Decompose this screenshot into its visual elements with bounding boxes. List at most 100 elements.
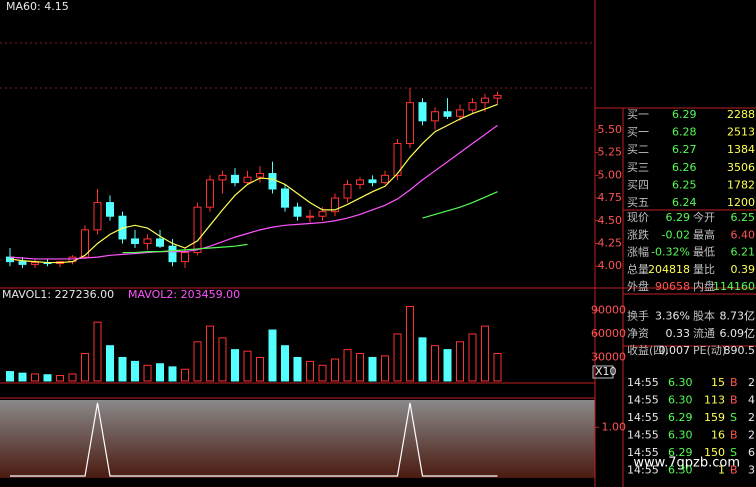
trade-volume: 16	[711, 429, 725, 442]
quote-value: 890.5	[724, 344, 756, 357]
volume-bar	[306, 360, 314, 382]
volume-bar	[81, 353, 89, 382]
order-level: 买一	[627, 126, 649, 139]
candle-body	[206, 179, 214, 208]
quote-label: 换手	[627, 309, 649, 323]
volume-bar	[406, 305, 414, 382]
volume-bar	[281, 345, 289, 382]
order-price: 6.29	[672, 108, 697, 121]
quote-value: 6.09亿	[720, 327, 756, 340]
volume-bar	[18, 372, 27, 382]
y-tick-label: 4.00	[598, 259, 623, 272]
candle-body	[343, 183, 352, 199]
trade-volume: 159	[704, 411, 725, 424]
trade-volume: 15	[711, 376, 725, 389]
volume-bar	[418, 337, 427, 382]
quote-label: 涨跌	[627, 227, 649, 241]
candle-body	[156, 238, 164, 247]
order-level: 买五	[627, 196, 649, 209]
quote-value: 114160	[713, 280, 755, 293]
order-level: 买三	[627, 161, 649, 174]
trade-time: 14:55	[627, 394, 659, 407]
order-level: 买一	[627, 108, 649, 121]
order-volume: 2513	[727, 126, 755, 139]
trade-time: 14:55	[627, 376, 659, 389]
volume-bar	[243, 350, 252, 382]
trade-price: 6.30	[668, 464, 693, 477]
trade-volume: 150	[704, 446, 725, 459]
y-tick-label: 4.50	[598, 214, 623, 227]
quote-label: 净资	[627, 326, 649, 340]
mavol2-label: MAVOL2: 203459.00	[128, 288, 240, 301]
volume-bar	[6, 371, 14, 382]
trade-count: 2	[748, 411, 755, 424]
y-tick-label: 4.75	[598, 191, 623, 204]
trade-time: 14:55	[627, 446, 659, 459]
volume-bar	[268, 329, 277, 382]
volume-bar	[293, 356, 302, 382]
volume-bar	[156, 363, 164, 382]
candle-body	[143, 238, 152, 244]
ma-label: MA60: 4.15	[6, 0, 69, 13]
volume-bar	[118, 356, 127, 382]
candle-body	[493, 94, 502, 99]
order-price: 6.25	[672, 178, 697, 191]
order-volume: 1782	[727, 178, 755, 191]
volume-bar	[431, 345, 439, 382]
quote-value: 6.21	[731, 246, 756, 259]
volume-bar	[68, 373, 77, 382]
indicator-background	[0, 400, 595, 478]
ma-line	[9, 103, 498, 264]
volume-bar	[393, 333, 402, 382]
candle-body	[406, 102, 414, 145]
trade-time: 14:55	[627, 429, 659, 442]
quote-label: 收益(四)	[627, 343, 669, 357]
candle-body	[93, 202, 102, 231]
quote-label: 量比	[693, 263, 715, 276]
trade-price: 6.30	[668, 376, 693, 389]
volume-bar	[331, 358, 339, 382]
volume-bar	[231, 349, 239, 382]
trade-side: B	[730, 464, 738, 477]
volume-bar	[318, 364, 327, 382]
mavol1-label: MAVOL1: 227236.00	[2, 288, 114, 301]
quote-label: 外盘	[627, 279, 649, 293]
volume-bar	[206, 325, 214, 382]
trade-price: 6.29	[668, 446, 693, 459]
quote-value: 3.36%	[655, 310, 690, 323]
quote-value: -0.02	[662, 228, 690, 241]
order-volume: 1384	[727, 143, 755, 156]
candle-body	[131, 238, 139, 244]
candle-body	[456, 109, 464, 117]
volume-bar	[143, 364, 152, 382]
candle-body	[431, 111, 439, 122]
volume-bar	[43, 374, 52, 382]
trade-count: 4	[748, 394, 755, 407]
volume-bar	[218, 337, 227, 382]
order-volume: 2288	[727, 108, 755, 121]
volume-bar	[381, 355, 389, 382]
volume-bar	[443, 349, 452, 382]
quote-label: PE(动)	[693, 344, 726, 357]
y-tick-label: 5.50	[598, 123, 623, 136]
candle-body	[293, 206, 302, 217]
quote-label: 流通	[693, 326, 715, 340]
quote-value: 8.73亿	[720, 310, 756, 323]
order-price: 6.28	[672, 126, 697, 139]
trade-side: S	[730, 446, 737, 459]
order-price: 6.27	[672, 143, 697, 156]
y-tick-label: 5.25	[598, 146, 623, 159]
watermark: www.7gpzb.com	[633, 456, 740, 471]
candle-body	[443, 111, 452, 117]
volume-bar	[93, 321, 102, 382]
volume-bar	[131, 360, 139, 382]
volume-bar	[356, 353, 364, 382]
candle-body	[106, 202, 114, 217]
trade-side: S	[730, 411, 737, 424]
candle-body	[31, 262, 39, 265]
quote-value: 0.33	[666, 327, 691, 340]
order-price: 6.26	[672, 161, 697, 174]
candle-body	[193, 206, 202, 254]
volume-bar	[31, 373, 39, 382]
